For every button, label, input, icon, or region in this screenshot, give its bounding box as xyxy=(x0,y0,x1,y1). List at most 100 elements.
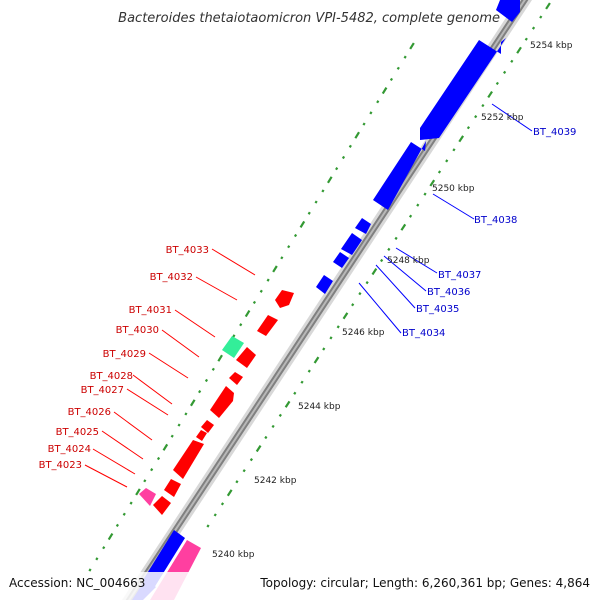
tick-mark xyxy=(88,568,92,572)
tick-mark xyxy=(217,354,223,362)
tick-mark xyxy=(102,546,106,550)
tick-mark xyxy=(516,46,522,54)
gene-bt4033-arrow[interactable] xyxy=(275,290,294,308)
gene-label-bt4035[interactable]: BT_4035 xyxy=(416,304,459,315)
tick-mark xyxy=(524,37,528,41)
kbp-label-5248: 5248 kbp xyxy=(387,256,430,266)
gene-label-bt4024[interactable]: BT_4024 xyxy=(48,444,91,455)
gene-label-bt4034[interactable]: BT_4034 xyxy=(402,328,445,339)
tick-mark xyxy=(510,59,514,63)
tick-mark xyxy=(232,334,236,338)
gene-label-bt4037[interactable]: BT_4037 xyxy=(438,270,481,281)
tick-mark xyxy=(184,412,188,416)
tick-mark xyxy=(266,278,270,282)
tick-mark xyxy=(408,214,413,218)
gene-bt4026-arrow[interactable] xyxy=(196,430,207,441)
tick-mark xyxy=(466,126,471,130)
tick-mark xyxy=(381,87,388,95)
gene-bt4035-arrow[interactable] xyxy=(333,252,349,268)
tick-mark xyxy=(287,245,291,249)
gene-bt4030-arrow[interactable] xyxy=(236,347,256,368)
tick-mark xyxy=(335,167,339,171)
tick-mark xyxy=(259,289,263,293)
tick-mark xyxy=(394,236,398,240)
tick-mark xyxy=(307,369,311,373)
reverse-label-connectors xyxy=(358,103,533,334)
gene-bt4031-arrow[interactable] xyxy=(222,336,244,358)
gene-bt4029-arrow[interactable] xyxy=(229,372,243,385)
tick-mark xyxy=(307,211,311,215)
gene-label-bt4032[interactable]: BT_4032 xyxy=(150,272,193,283)
tick-mark xyxy=(474,115,478,119)
gene-label-bt4036[interactable]: BT_4036 xyxy=(427,287,470,298)
tick-mark xyxy=(531,26,536,30)
gene-bt4038-arrow[interactable] xyxy=(373,141,426,210)
tick-mark xyxy=(327,176,333,184)
tick-mark xyxy=(313,356,320,364)
gene-label-bt4031[interactable]: BT_4031 xyxy=(129,305,172,316)
tick-mark xyxy=(322,347,326,351)
outer-tick-marks xyxy=(206,2,551,528)
gene-bt4036-arrow[interactable] xyxy=(341,233,362,255)
gene-label-bt4027[interactable]: BT_4027 xyxy=(81,385,124,396)
tick-mark xyxy=(423,192,427,196)
gene-label-bt4038[interactable]: BT_4038 xyxy=(474,215,517,226)
tick-mark xyxy=(143,479,147,483)
tick-mark xyxy=(293,233,298,238)
tick-mark xyxy=(107,532,114,541)
tick-mark xyxy=(329,336,333,340)
tick-mark xyxy=(293,391,297,395)
topology-text: Topology: circular; Length: 6,260,361 bp… xyxy=(259,576,590,590)
kbp-label-5254: 5254 kbp xyxy=(530,41,573,51)
kbp-label-5242: 5242 kbp xyxy=(254,476,297,486)
gene-label-bt4023[interactable]: BT_4023 xyxy=(39,460,82,471)
tick-mark xyxy=(342,312,349,320)
tick-mark xyxy=(503,70,507,74)
kbp-labels: 5254 kbp 5252 kbp 5250 kbp 5248 kbp 5246… xyxy=(212,41,573,560)
gene-bt4040-arrow[interactable] xyxy=(496,0,520,22)
tick-mark xyxy=(135,488,141,496)
tick-mark xyxy=(211,367,215,371)
tick-mark xyxy=(95,557,99,561)
tick-mark xyxy=(264,435,268,440)
gene-label-bt4030[interactable]: BT_4030 xyxy=(116,325,159,336)
tick-mark xyxy=(170,434,174,438)
tick-mark xyxy=(336,325,340,329)
tick-mark xyxy=(396,66,400,70)
tick-mark xyxy=(429,179,436,187)
gene-bt4022-arrow[interactable] xyxy=(139,488,156,506)
tick-mark xyxy=(271,424,275,429)
gene-bt4023-arrow[interactable] xyxy=(153,496,171,515)
gene-bt4028-arrow[interactable] xyxy=(210,386,234,418)
gene-bt4024-arrow[interactable] xyxy=(164,479,181,497)
tick-mark xyxy=(280,256,284,260)
gene-label-bt4033[interactable]: BT_4033 xyxy=(166,245,209,256)
gene-label-bt4039[interactable]: BT_4039 xyxy=(533,127,576,138)
tick-mark xyxy=(380,258,384,263)
gene-bt4032-arrow[interactable] xyxy=(257,315,278,336)
gene-bt4037-arrow[interactable] xyxy=(355,218,371,234)
accession-text: Accession: NC_004663 xyxy=(9,576,145,590)
tick-mark xyxy=(487,90,493,99)
tick-mark xyxy=(400,223,407,231)
tick-mark xyxy=(389,77,394,82)
gene-label-bt4026[interactable]: BT_4026 xyxy=(68,407,111,418)
tick-mark xyxy=(545,2,551,10)
tick-mark xyxy=(252,300,256,305)
gene-label-bt4029[interactable]: BT_4029 xyxy=(103,349,146,360)
gene-bt4039-arrow[interactable] xyxy=(420,38,506,140)
tick-mark xyxy=(122,512,126,516)
gene-label-bt4028[interactable]: BT_4028 xyxy=(90,371,133,382)
genome-title: Bacteroides thetaiotaomicron VPI-5482, c… xyxy=(118,11,500,26)
tick-mark xyxy=(255,445,262,453)
tick-mark xyxy=(437,170,442,174)
gene-bt4027-arrow[interactable] xyxy=(201,420,214,433)
tick-mark xyxy=(409,42,415,50)
tick-mark xyxy=(458,135,465,143)
tick-mark xyxy=(235,480,239,484)
gene-label-bt4025[interactable]: BT_4025 xyxy=(56,427,99,438)
tick-mark xyxy=(369,111,373,115)
tick-mark xyxy=(242,469,246,473)
gene-bt4025-arrow[interactable] xyxy=(173,440,204,479)
gene-bt4034-arrow[interactable] xyxy=(316,275,333,294)
